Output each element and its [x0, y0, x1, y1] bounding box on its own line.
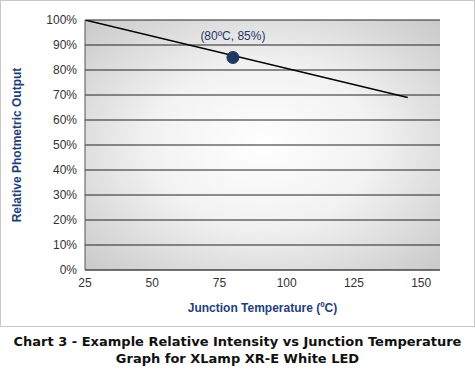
svg-text:100%: 100% — [46, 13, 77, 27]
svg-text:60%: 60% — [53, 113, 77, 127]
svg-text:50: 50 — [146, 276, 160, 290]
html-text:Chart 3 - Example Relative Int: Chart 3 - Example Relative Intensity vs … — [13, 334, 462, 366]
svg-text:(80ºC, 85%): (80ºC, 85%) — [200, 29, 265, 43]
svg-text:70%: 70% — [53, 88, 77, 102]
svg-text:125: 125 — [344, 276, 364, 290]
svg-text:Junction Temperature (ºC): Junction Temperature (ºC) — [188, 301, 338, 315]
svg-text:75: 75 — [213, 276, 227, 290]
svg-text:40%: 40% — [53, 163, 77, 177]
svg-text:150: 150 — [411, 276, 431, 290]
svg-text:20%: 20% — [53, 213, 77, 227]
svg-text:30%: 30% — [53, 188, 77, 202]
svg-text:0%: 0% — [60, 263, 78, 277]
svg-text:10%: 10% — [53, 238, 77, 252]
svg-text:25: 25 — [78, 276, 92, 290]
svg-text:Relative Photmetric Output: Relative Photmetric Output — [10, 68, 24, 223]
svg-text:100: 100 — [277, 276, 297, 290]
svg-text:80%: 80% — [53, 63, 77, 77]
svg-text:90%: 90% — [53, 38, 77, 52]
svg-text:50%: 50% — [53, 138, 77, 152]
